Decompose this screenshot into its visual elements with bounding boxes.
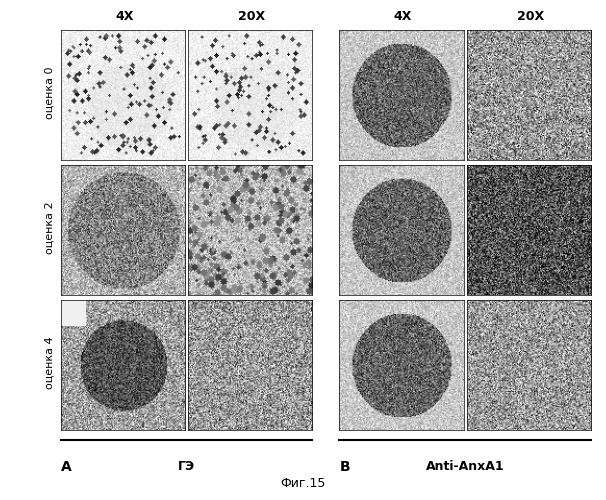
Text: 4X: 4X [394, 10, 412, 22]
Text: оценка 0: оценка 0 [44, 66, 55, 118]
Text: оценка 2: оценка 2 [44, 201, 55, 254]
Text: 4X: 4X [115, 10, 133, 22]
Text: Anti-AnxA1: Anti-AnxA1 [426, 460, 504, 473]
Text: B: B [339, 460, 350, 474]
Text: 20X: 20X [517, 10, 544, 22]
Text: ГЭ: ГЭ [178, 460, 195, 473]
Text: оценка 4: оценка 4 [44, 336, 55, 389]
Text: Фиг.15: Фиг.15 [281, 477, 325, 490]
Text: 20X: 20X [238, 10, 265, 22]
Text: A: A [61, 460, 72, 474]
